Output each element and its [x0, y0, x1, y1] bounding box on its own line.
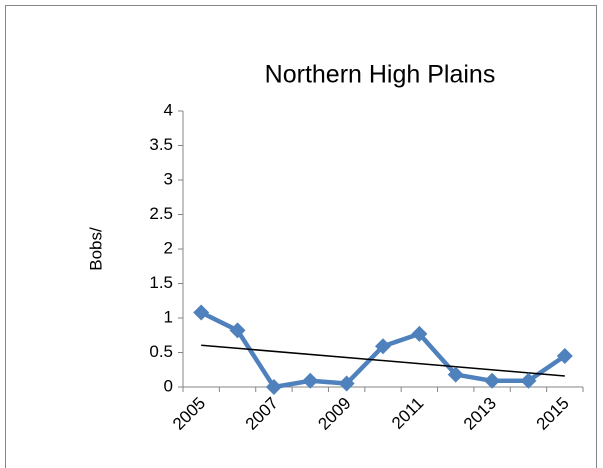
y-tick-label: 1.5 — [149, 273, 173, 292]
y-tick-label: 4 — [164, 100, 173, 119]
y-tick-label: 3 — [164, 169, 173, 188]
marker — [338, 375, 355, 392]
y-tick-label: 1 — [164, 307, 173, 326]
chart-title: Northern High Plains — [265, 61, 496, 89]
trendline — [201, 344, 565, 377]
marker — [229, 322, 246, 339]
y-tick-label: 2.5 — [149, 204, 173, 223]
y-tick-label: 0 — [164, 376, 173, 395]
marker — [375, 338, 391, 355]
y-tick-label: 2 — [164, 238, 173, 257]
y-tick-label: 0.5 — [149, 342, 173, 361]
marker — [484, 372, 501, 389]
marker — [520, 372, 537, 389]
y-axis-label: Bobs/ — [86, 227, 105, 271]
marker — [302, 372, 319, 389]
marker — [447, 366, 464, 383]
marker — [265, 379, 282, 395]
marker — [411, 325, 428, 342]
marker — [193, 304, 210, 321]
chart-border — [5, 5, 597, 468]
y-tick-label: 3.5 — [149, 135, 173, 154]
marker — [556, 347, 573, 364]
